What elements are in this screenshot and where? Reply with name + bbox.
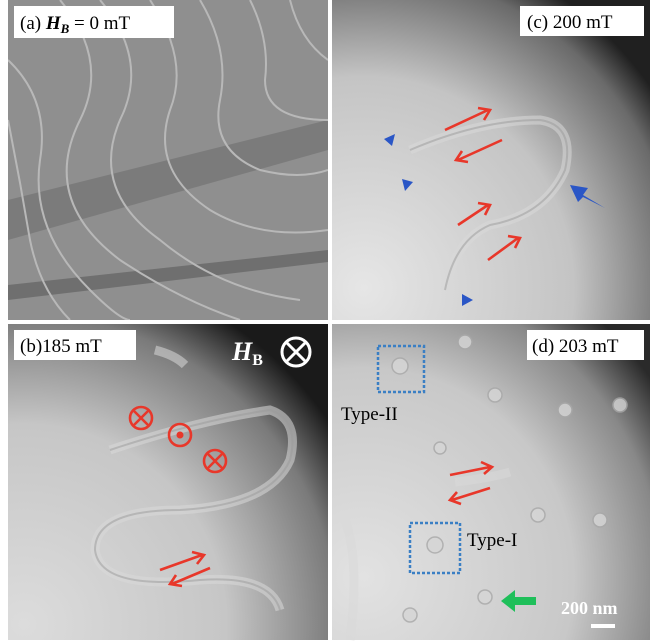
label-prefix: (a): [20, 13, 46, 34]
scale-bar: [591, 624, 615, 628]
type-ii-label: Type-II: [341, 404, 398, 425]
panel-c: (c) 200 mT: [332, 0, 650, 320]
label-subscript: B: [60, 21, 70, 36]
panel-label: (c) 200 mT: [527, 12, 613, 33]
field-symbol: H: [231, 337, 253, 366]
panel-label: (d) 203 mT: [532, 336, 619, 357]
label-suffix: = 0 mT: [69, 13, 130, 34]
label-symbol: H: [45, 13, 62, 34]
panel-b: (b)185 mT HB: [8, 324, 328, 640]
field-subscript: B: [252, 352, 263, 369]
panel-d: (d) 203 mT Type-II Type-I 200 nm: [332, 324, 650, 640]
figure: (a) HB = 0 mT (c) 200 mT: [0, 0, 652, 644]
panel-a: (a) HB = 0 mT: [8, 0, 328, 320]
panel-label: (a) HB = 0 mT: [20, 13, 131, 36]
scale-bar-label: 200 nm: [561, 598, 618, 618]
type-i-label: Type-I: [467, 530, 517, 551]
panel-label: (b)185 mT: [20, 336, 102, 357]
panel-c-image: [332, 0, 650, 320]
page: (a) HB = 0 mT (c) 200 mT: [0, 0, 652, 644]
